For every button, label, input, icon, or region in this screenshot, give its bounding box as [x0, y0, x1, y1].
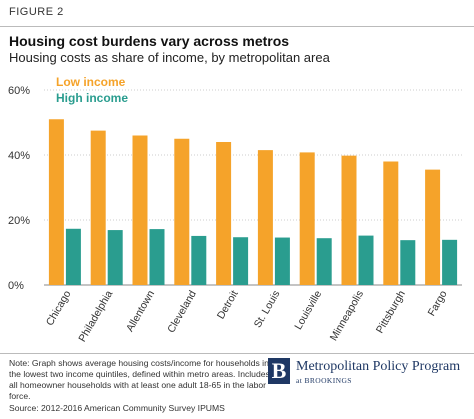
- bar-low-income: [383, 161, 399, 285]
- bar-low-income: [90, 130, 106, 285]
- bar-chart: 0% 20% 40% 60% Chicago Philadelphia Allentown C…: [8, 75, 462, 344]
- bar-high-income: [442, 239, 458, 285]
- brand-name: Metropolitan Policy Program: [296, 359, 461, 374]
- brand-mark-icon: B: [268, 358, 290, 384]
- y-tick-label: 0%: [8, 280, 24, 292]
- bar-low-income: [299, 152, 315, 285]
- brand-logo: B Metropolitan Policy Program at BROOKIN…: [268, 358, 468, 388]
- x-tick-label: Minneapolis: [328, 289, 366, 344]
- x-tick-label: St. Louis: [252, 289, 283, 330]
- bar-high-income: [400, 240, 416, 285]
- x-tick-label: Louisville: [292, 288, 324, 332]
- x-tick-label: Detroit: [215, 288, 241, 321]
- bottom-divider: [0, 353, 474, 354]
- bar-high-income: [233, 237, 249, 285]
- bar-high-income: [149, 229, 165, 285]
- bar-low-income: [174, 138, 190, 285]
- y-tick-label: 20%: [8, 215, 30, 227]
- legend-item: High income: [56, 91, 128, 105]
- bar-low-income: [132, 135, 148, 285]
- bar-high-income: [274, 237, 290, 285]
- bar-low-income: [48, 119, 64, 285]
- bar-high-income: [316, 238, 332, 285]
- bar-high-income: [107, 230, 123, 285]
- top-divider: [0, 26, 474, 27]
- bar-low-income: [216, 142, 232, 285]
- x-tick-label: Cleveland: [165, 288, 199, 335]
- y-tick-label: 60%: [8, 85, 30, 97]
- brand-subtitle: at BROOKINGS: [296, 376, 352, 385]
- x-tick-label: Fargo: [426, 288, 450, 318]
- chart-subtitle: Housing costs as share of income, by met…: [9, 50, 330, 65]
- x-tick-label: Pittsburgh: [374, 288, 408, 335]
- chart-note: Note: Graph shows average housing costs/…: [9, 358, 270, 401]
- bar-high-income: [65, 228, 81, 285]
- bar-low-income: [257, 150, 273, 285]
- bar-low-income: [425, 169, 441, 285]
- chart-source: Source: 2012-2016 American Community Sur…: [9, 403, 225, 413]
- legend-item: Low income: [56, 75, 126, 89]
- bar-high-income: [191, 235, 207, 285]
- figure-label: FIGURE 2: [9, 6, 64, 18]
- x-tick-label: Philadelphia: [76, 288, 115, 344]
- chart-title: Housing cost burdens vary across metros: [9, 33, 290, 49]
- y-tick-label: 40%: [8, 150, 30, 162]
- bar-high-income: [358, 235, 374, 285]
- bar-low-income: [341, 155, 357, 285]
- x-tick-label: Chicago: [44, 288, 74, 328]
- x-tick-label: Allentown: [124, 288, 157, 334]
